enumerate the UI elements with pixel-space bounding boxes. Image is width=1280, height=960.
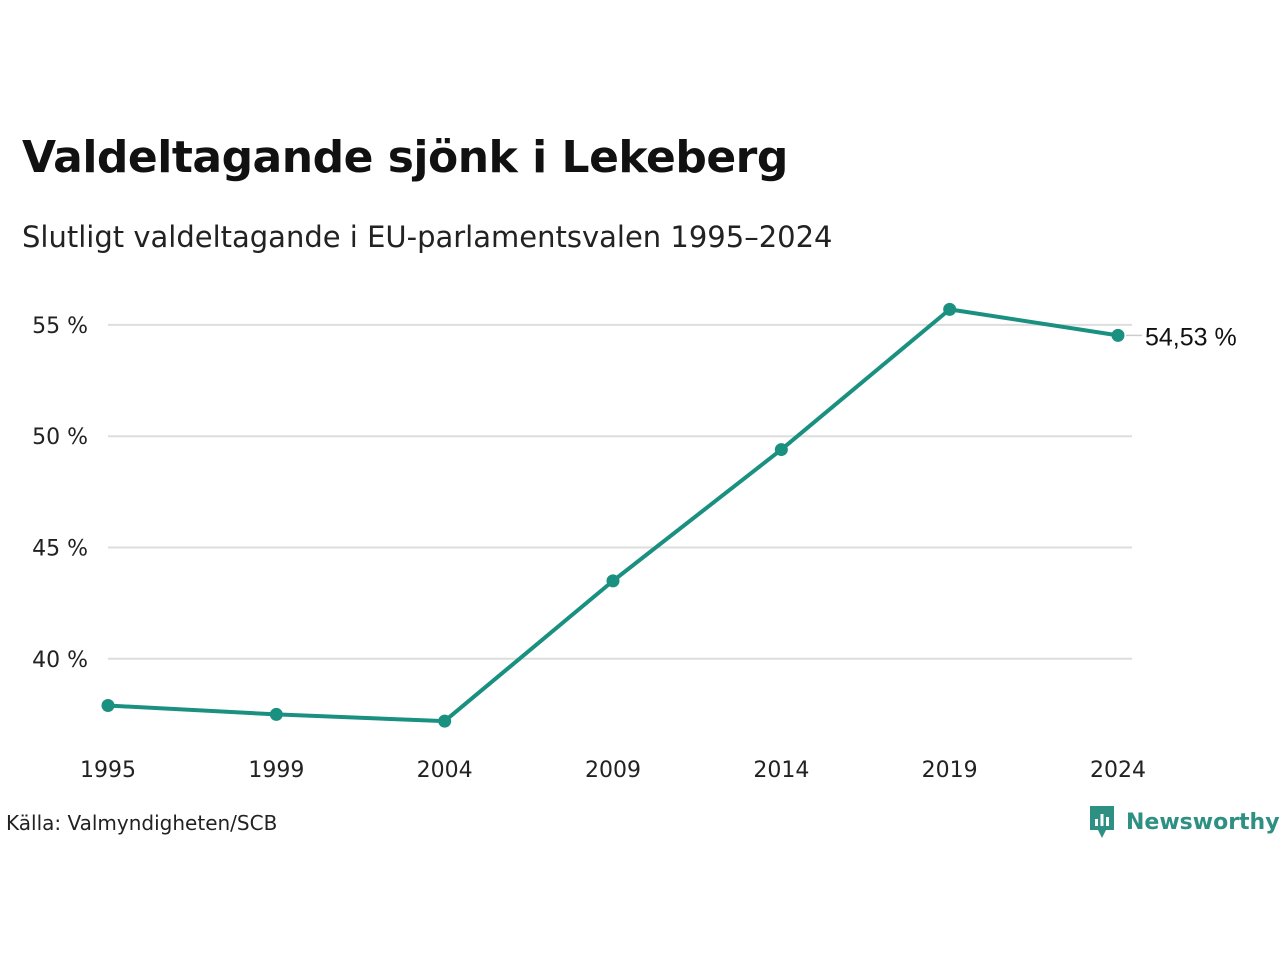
end-label-layer: 54,53 % [1126, 323, 1237, 351]
x-axis-ticks: 1995 1999 2004 2009 2014 2019 2024 [80, 758, 1146, 783]
gridlines [108, 323, 1132, 660]
chart-subtitle: Slutligt valdeltagande i EU-parlamentsva… [22, 220, 833, 254]
data-point-2009 [606, 574, 620, 588]
y-tick-label: 50 % [32, 425, 88, 450]
y-axis-ticks: 40 % 45 % 50 % 55 % [32, 314, 88, 673]
x-tick-label: 1999 [248, 758, 304, 783]
data-point-1999 [269, 707, 283, 721]
x-tick-label: 2019 [922, 758, 978, 783]
end-value-label: 54,53 % [1145, 323, 1237, 351]
y-tick-label: 40 % [32, 648, 88, 673]
data-point-2019 [943, 302, 957, 316]
x-tick-label: 2024 [1090, 758, 1146, 783]
data-point-2024 [1111, 328, 1125, 342]
x-tick-label: 2014 [753, 758, 809, 783]
newsworthy-logo-icon [1090, 806, 1114, 838]
data-point-2004 [438, 714, 452, 728]
x-tick-label: 1995 [80, 758, 136, 783]
y-tick-label: 55 % [32, 314, 88, 339]
x-tick-label: 2009 [585, 758, 641, 783]
data-point-2014 [774, 443, 788, 457]
chart-title: Valdeltagande sjönk i Lekeberg [22, 132, 788, 183]
x-tick-label: 2004 [417, 758, 473, 783]
source-note: Källa: Valmyndigheten/SCB [6, 811, 278, 835]
y-tick-label: 45 % [32, 536, 88, 561]
series-layer [101, 302, 1125, 728]
data-point-1995 [101, 699, 115, 713]
line-chart: 40 % 45 % 50 % 55 % 1995 1999 2004 2009 2014 201… [32, 302, 1237, 783]
brand-name: Newsworthy [1126, 809, 1280, 835]
brand-logo[interactable]: Newsworthy [1088, 804, 1280, 840]
